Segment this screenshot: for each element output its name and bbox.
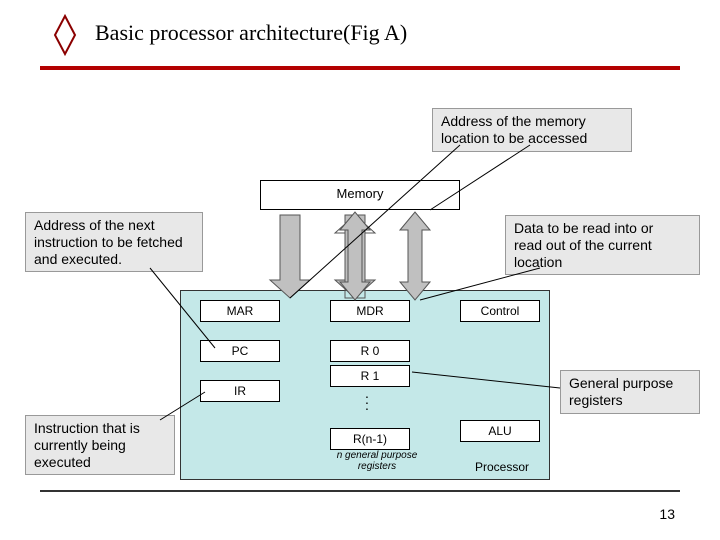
callout-memory-address: Address of the memorylocation to be acce…: [432, 108, 632, 152]
slide-title: Basic processor architecture(Fig A): [95, 20, 407, 46]
footer-rule: [40, 490, 680, 492]
rn1-box: R(n-1): [330, 428, 410, 450]
callout-current-instruction: Instruction that iscurrently beingexecut…: [25, 415, 175, 475]
register-ellipsis: ...: [365, 390, 369, 408]
control-box: Control: [460, 300, 540, 322]
diamond-icon: [53, 14, 77, 56]
memory-box: Memory: [260, 180, 460, 210]
pc-box: PC: [200, 340, 280, 362]
r1-box: R 1: [330, 365, 410, 387]
title-underline: [40, 66, 680, 70]
mar-box: MAR: [200, 300, 280, 322]
processor-label: Processor: [475, 460, 529, 474]
callout-next-instruction: Address of the nextinstruction to be fet…: [25, 212, 203, 272]
registers-caption: n general purposeregisters: [332, 450, 422, 472]
r0-box: R 0: [330, 340, 410, 362]
callout-gpr: General purposeregisters: [560, 370, 700, 414]
ir-box: IR: [200, 380, 280, 402]
slide-title-row: Basic processor architecture(Fig A): [55, 20, 407, 46]
mdr-box: MDR: [330, 300, 410, 322]
callout-data-rw: Data to be read into orread out of the c…: [505, 215, 700, 275]
alu-box: ALU: [460, 420, 540, 442]
page-number: 13: [659, 506, 675, 522]
